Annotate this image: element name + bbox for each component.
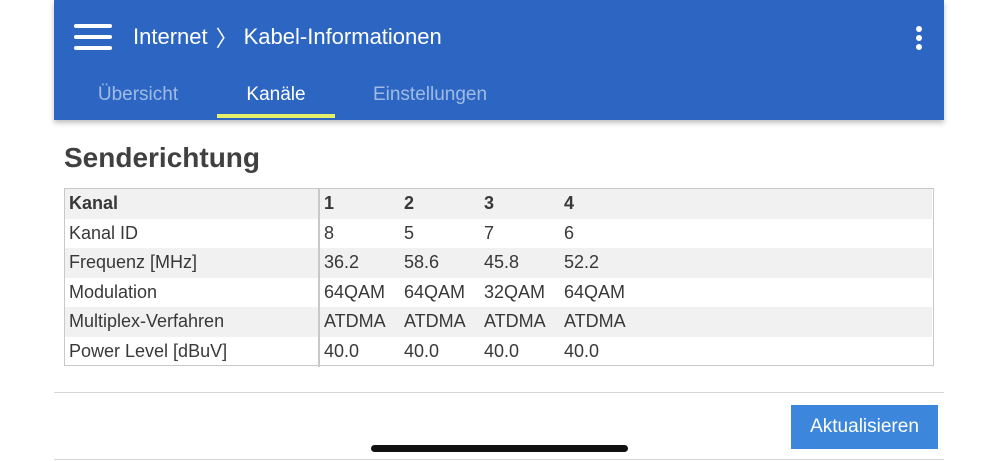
table-cell: 36.2	[324, 252, 360, 272]
table-cell: 8	[324, 222, 335, 243]
table-cell: 40.0	[404, 340, 440, 361]
table-cell: 32QAM	[484, 281, 546, 302]
table-cell: 40.0	[324, 340, 360, 361]
chevron-right-icon: 〉	[215, 26, 238, 51]
kebab-menu-icon[interactable]	[911, 26, 927, 50]
table-cell: ATDMA	[484, 311, 546, 331]
tab-uebersicht[interactable]: Übersicht	[97, 84, 179, 105]
table-cell: 40.0	[484, 340, 520, 361]
table-cell: 64QAM	[564, 281, 626, 302]
row-label: Modulation	[69, 281, 158, 302]
header-cell: 1	[324, 193, 335, 213]
breadcrumb-item-current: Kabel-Informationen	[243, 24, 442, 49]
header-cell: 2	[404, 193, 415, 213]
divider	[54, 459, 944, 460]
refresh-button[interactable]: Aktualisieren	[791, 405, 938, 449]
tab-einstellungen[interactable]: Einstellungen	[372, 84, 488, 105]
table-cell: 58.6	[404, 252, 440, 272]
table-cell: 52.2	[564, 252, 600, 272]
table-row: Kanal ID 8 5 7 6	[65, 219, 932, 249]
row-label: Frequenz [MHz]	[69, 252, 198, 272]
table-header-row: Kanal 1 2 3 4	[65, 189, 932, 219]
table-cell: ATDMA	[324, 311, 386, 331]
section-title: Senderichtung	[64, 142, 261, 173]
app-header: Internet 〉 Kabel-Informationen Übersicht…	[54, 0, 944, 120]
row-label: Kanal ID	[69, 222, 139, 243]
row-label: Multiplex-Verfahren	[69, 311, 225, 331]
table-cell: 5	[404, 222, 415, 243]
table-cell: ATDMA	[564, 311, 626, 331]
table-row: Modulation 64QAM 64QAM 32QAM 64QAM	[65, 278, 932, 308]
breadcrumb: Internet 〉 Kabel-Informationen	[133, 22, 442, 52]
column-divider	[318, 189, 320, 367]
table-cell: 40.0	[564, 340, 600, 361]
channel-table: Kanal 1 2 3 4 Kanal ID 8 5 7 6 Frequenz …	[64, 188, 934, 367]
table-row: Multiplex-Verfahren ATDMA ATDMA ATDMA AT…	[65, 307, 932, 337]
breadcrumb-item-internet[interactable]: Internet	[133, 24, 208, 49]
table-row: Frequenz [MHz] 36.2 58.6 45.8 52.2	[65, 248, 932, 278]
header-cell: 3	[484, 193, 495, 213]
home-indicator[interactable]	[371, 445, 628, 452]
table-cell: 64QAM	[324, 281, 386, 302]
header-cell: 4	[564, 193, 575, 213]
divider	[54, 392, 944, 393]
header-label: Kanal	[69, 193, 119, 213]
table-row: Power Level [dBuV] 40.0 40.0 40.0 40.0	[65, 337, 932, 367]
row-label: Power Level [dBuV]	[69, 340, 228, 361]
table-cell: 7	[484, 222, 495, 243]
hamburger-menu-icon[interactable]	[74, 24, 112, 50]
table-cell: 45.8	[484, 252, 520, 272]
table-cell: ATDMA	[404, 311, 466, 331]
tab-kanaele[interactable]: Kanäle	[217, 82, 335, 118]
table-cell: 6	[564, 222, 575, 243]
table-cell: 64QAM	[404, 281, 466, 302]
